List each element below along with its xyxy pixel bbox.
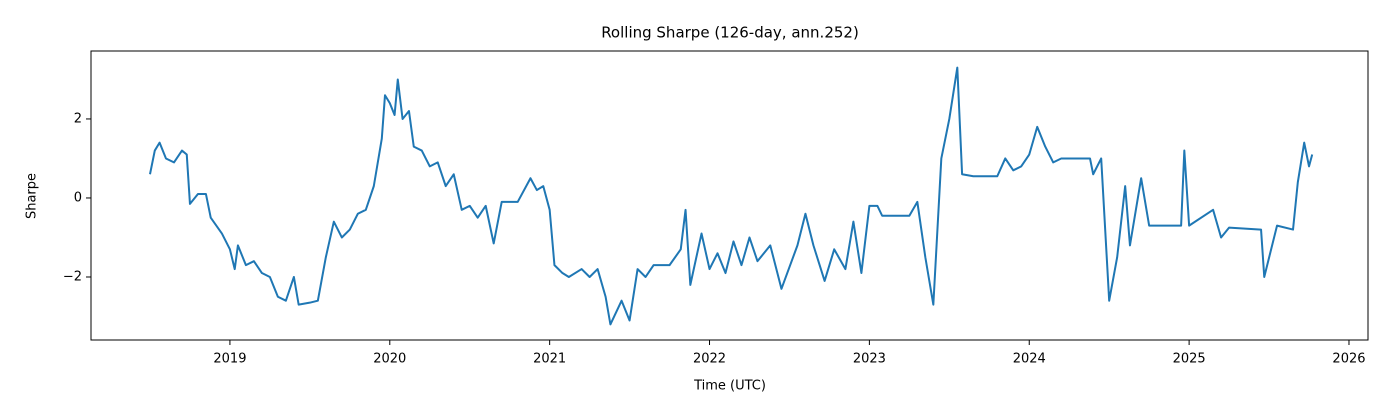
x-tick-label: 2021 xyxy=(533,352,566,367)
y-tick-label: −2 xyxy=(63,269,82,284)
x-tick-label: 2026 xyxy=(1332,352,1365,367)
y-axis-label: Sharpe xyxy=(25,173,40,219)
y-tick-label: 0 xyxy=(74,190,82,205)
plot-frame xyxy=(90,50,1369,341)
x-axis-label: Time (UTC) xyxy=(693,379,766,394)
x-tick-label: 2019 xyxy=(213,352,246,367)
sharpe-line xyxy=(149,66,1314,326)
x-tick-label: 2020 xyxy=(373,352,406,367)
chart-title: Rolling Sharpe (126-day, ann.252) xyxy=(601,24,859,42)
x-tick-label: 2024 xyxy=(1013,352,1046,367)
x-tick-label: 2025 xyxy=(1173,352,1206,367)
x-tick-label: 2023 xyxy=(853,352,886,367)
y-tick-label: 2 xyxy=(74,111,82,126)
x-tick-label: 2022 xyxy=(693,352,726,367)
